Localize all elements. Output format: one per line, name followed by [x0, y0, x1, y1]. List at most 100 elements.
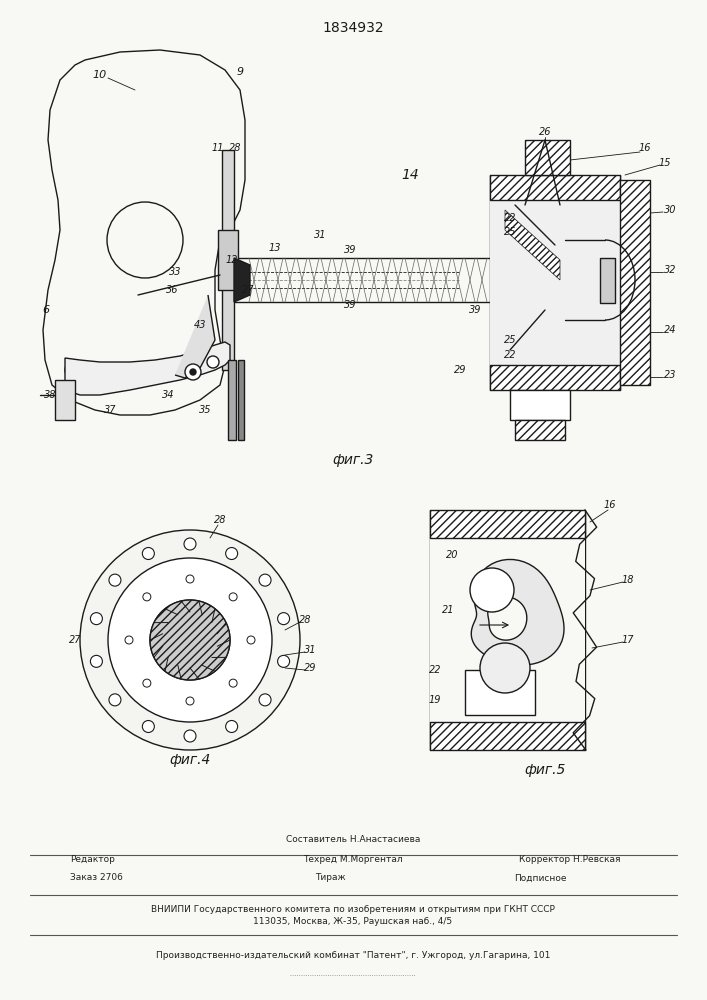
Text: 27: 27: [242, 285, 255, 295]
Bar: [525, 140, 570, 175]
Text: 38: 38: [44, 390, 57, 400]
Text: 16: 16: [604, 500, 617, 510]
Bar: [620, 180, 650, 385]
Text: 28: 28: [229, 143, 241, 153]
Circle shape: [207, 356, 219, 368]
Circle shape: [109, 694, 121, 706]
Text: Техред М.Моргентал: Техред М.Моргентал: [303, 856, 403, 864]
Text: 29: 29: [454, 365, 466, 375]
Text: 19: 19: [428, 695, 441, 705]
Text: Редактор: Редактор: [70, 856, 115, 864]
Circle shape: [90, 613, 103, 625]
Bar: [490, 365, 620, 390]
Text: 9: 9: [236, 67, 244, 77]
Text: 39: 39: [469, 305, 481, 315]
Polygon shape: [65, 342, 230, 395]
Text: 113035, Москва, Ж-35, Раушская наб., 4/5: 113035, Москва, Ж-35, Раушская наб., 4/5: [253, 918, 452, 926]
Circle shape: [186, 575, 194, 583]
Text: 31: 31: [304, 645, 316, 655]
Text: ВНИИПИ Государственного комитета по изобретениям и открытиям при ГКНТ СССР: ВНИИПИ Государственного комитета по изоб…: [151, 906, 555, 914]
Text: 34: 34: [162, 390, 174, 400]
Text: 31: 31: [314, 230, 326, 240]
Text: Составитель Н.Анастасиева: Составитель Н.Анастасиева: [286, 836, 420, 844]
Circle shape: [185, 364, 201, 380]
Bar: [218, 230, 238, 290]
Circle shape: [278, 655, 290, 667]
Bar: [600, 258, 615, 303]
Bar: [228, 360, 236, 440]
Circle shape: [109, 574, 121, 586]
Text: 39: 39: [344, 245, 356, 255]
Text: 11: 11: [212, 143, 224, 153]
Text: 24: 24: [664, 325, 677, 335]
Text: 6: 6: [42, 305, 49, 315]
Bar: [510, 390, 570, 420]
Circle shape: [150, 600, 230, 680]
Text: Тираж: Тираж: [315, 874, 345, 882]
Polygon shape: [43, 50, 245, 415]
Circle shape: [186, 697, 194, 705]
Circle shape: [108, 558, 272, 722]
Circle shape: [184, 730, 196, 742]
Text: фиг.3: фиг.3: [332, 453, 374, 467]
Text: 37: 37: [104, 405, 116, 415]
Text: 29: 29: [304, 663, 316, 673]
Circle shape: [142, 548, 154, 560]
Circle shape: [278, 613, 290, 625]
Circle shape: [90, 655, 103, 667]
Text: Подписное: Подписное: [514, 874, 566, 882]
Circle shape: [247, 636, 255, 644]
Circle shape: [229, 593, 237, 601]
Text: 26: 26: [539, 127, 551, 137]
Bar: [515, 420, 565, 440]
Circle shape: [259, 694, 271, 706]
Circle shape: [480, 643, 530, 693]
Text: 17: 17: [621, 635, 634, 645]
Circle shape: [226, 548, 238, 560]
Text: 15: 15: [659, 158, 671, 168]
Text: 18: 18: [621, 575, 634, 585]
Text: 32: 32: [664, 265, 677, 275]
Polygon shape: [505, 210, 560, 280]
Text: 25: 25: [504, 227, 516, 237]
Circle shape: [143, 679, 151, 687]
Circle shape: [143, 593, 151, 601]
Text: Заказ 2706: Заказ 2706: [70, 874, 123, 882]
Bar: [430, 722, 585, 750]
Bar: [430, 538, 585, 722]
Bar: [490, 175, 620, 200]
Text: 43: 43: [194, 320, 206, 330]
Bar: [238, 360, 244, 440]
Bar: [430, 510, 585, 538]
Text: 39: 39: [344, 300, 356, 310]
Text: 16: 16: [638, 143, 651, 153]
Text: Корректор Н.Ревская: Корректор Н.Ревская: [519, 856, 621, 864]
Text: 28: 28: [214, 515, 226, 525]
Text: 1834932: 1834932: [322, 21, 384, 35]
Text: 22: 22: [504, 350, 516, 360]
Text: 14: 14: [401, 168, 419, 182]
Text: 22: 22: [428, 665, 441, 675]
Text: Производственно-издательский комбинат "Патент", г. Ужгород, ул.Гагарина, 101: Производственно-издательский комбинат "П…: [156, 950, 550, 960]
Text: фиг.4: фиг.4: [169, 753, 211, 767]
Bar: [465, 670, 535, 715]
Text: 22: 22: [504, 213, 516, 223]
Text: 36: 36: [165, 285, 178, 295]
Polygon shape: [175, 295, 215, 378]
Text: 30: 30: [664, 205, 677, 215]
Text: 27: 27: [69, 635, 81, 645]
Text: 21: 21: [442, 605, 455, 615]
Circle shape: [125, 636, 133, 644]
Circle shape: [80, 530, 300, 750]
Circle shape: [142, 720, 154, 732]
Circle shape: [190, 369, 196, 375]
Text: 20: 20: [445, 550, 458, 560]
Circle shape: [259, 574, 271, 586]
Bar: [55, 380, 75, 420]
Text: 28: 28: [299, 615, 311, 625]
Polygon shape: [234, 258, 250, 302]
Text: 12: 12: [226, 255, 238, 265]
Circle shape: [229, 679, 237, 687]
Polygon shape: [488, 597, 527, 640]
Bar: [222, 150, 234, 370]
